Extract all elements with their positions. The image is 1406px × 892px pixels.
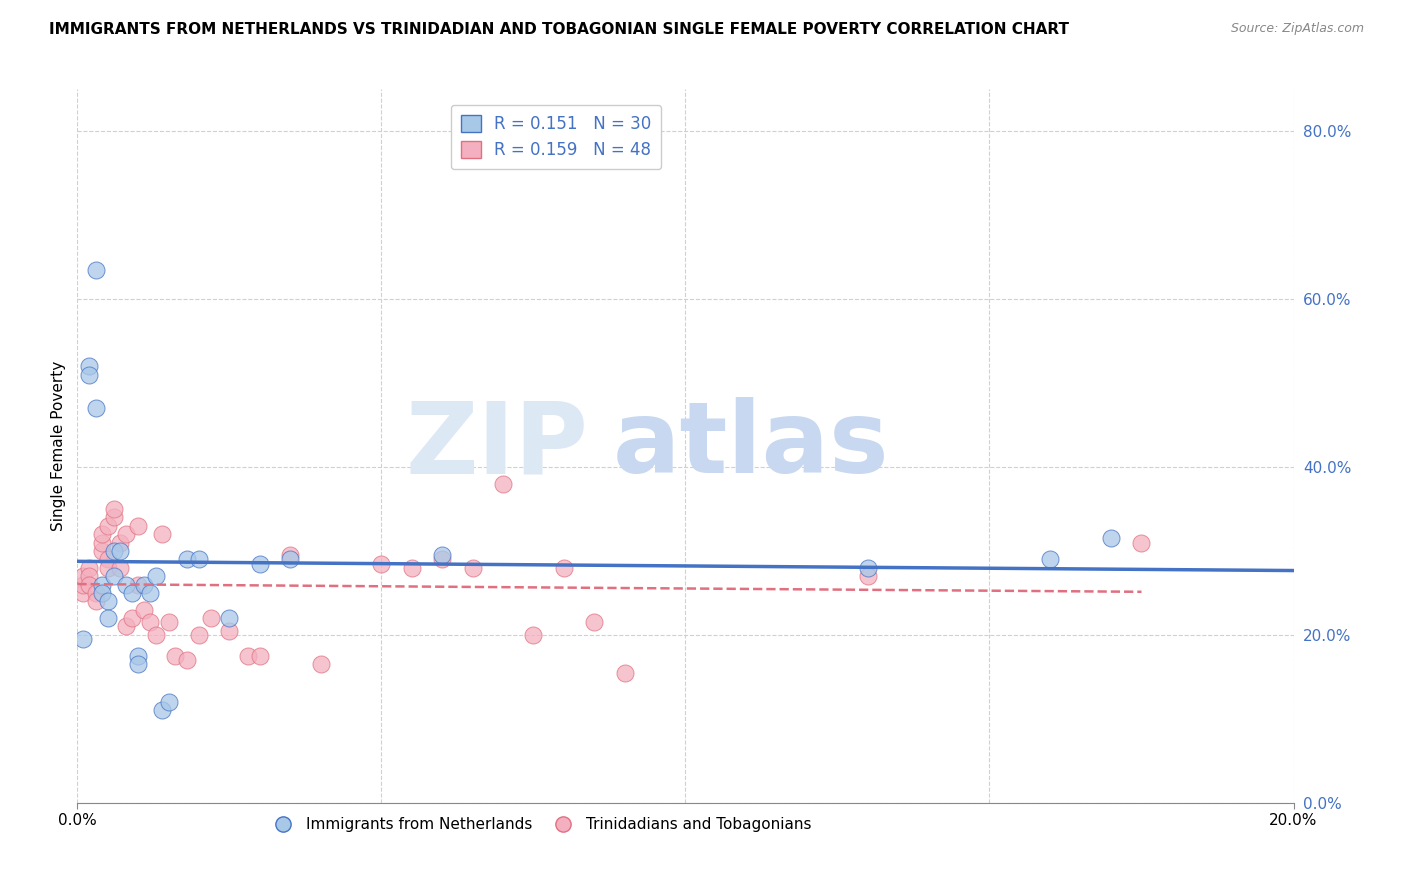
- Point: [613, 665, 636, 680]
- Point: [103, 544, 125, 558]
- Point: [103, 569, 125, 583]
- Point: [97, 552, 120, 566]
- Point: [145, 569, 167, 583]
- Point: [127, 577, 149, 591]
- Point: [152, 703, 174, 717]
- Point: [90, 577, 112, 591]
- Point: [370, 557, 392, 571]
- Point: [134, 603, 156, 617]
- Point: [127, 657, 149, 672]
- Point: [1099, 532, 1122, 546]
- Point: [90, 544, 112, 558]
- Point: [139, 586, 162, 600]
- Point: [90, 586, 112, 600]
- Point: [218, 624, 240, 638]
- Point: [188, 552, 211, 566]
- Point: [97, 594, 120, 608]
- Point: [108, 560, 131, 574]
- Point: [236, 648, 259, 663]
- Point: [176, 653, 198, 667]
- Legend: Immigrants from Netherlands, Trinidadians and Tobagonians: Immigrants from Netherlands, Trinidadian…: [262, 811, 817, 838]
- Point: [522, 628, 544, 642]
- Point: [309, 657, 332, 672]
- Point: [139, 615, 162, 630]
- Point: [1130, 535, 1153, 549]
- Y-axis label: Single Female Poverty: Single Female Poverty: [51, 361, 66, 531]
- Point: [188, 628, 211, 642]
- Point: [97, 611, 120, 625]
- Point: [856, 569, 879, 583]
- Point: [103, 510, 125, 524]
- Point: [157, 615, 180, 630]
- Point: [79, 577, 101, 591]
- Point: [84, 401, 107, 416]
- Point: [72, 577, 94, 591]
- Point: [430, 552, 453, 566]
- Point: [84, 594, 107, 608]
- Point: [492, 476, 515, 491]
- Point: [127, 648, 149, 663]
- Point: [90, 535, 112, 549]
- Point: [553, 560, 575, 574]
- Point: [115, 527, 138, 541]
- Point: [249, 557, 271, 571]
- Point: [134, 577, 156, 591]
- Point: [108, 535, 131, 549]
- Point: [200, 611, 222, 625]
- Point: [115, 577, 138, 591]
- Point: [249, 648, 271, 663]
- Text: IMMIGRANTS FROM NETHERLANDS VS TRINIDADIAN AND TOBAGONIAN SINGLE FEMALE POVERTY : IMMIGRANTS FROM NETHERLANDS VS TRINIDADI…: [49, 22, 1069, 37]
- Point: [152, 527, 174, 541]
- Point: [72, 569, 94, 583]
- Point: [583, 615, 606, 630]
- Point: [145, 628, 167, 642]
- Point: [90, 527, 112, 541]
- Text: ZIP: ZIP: [405, 398, 588, 494]
- Point: [461, 560, 484, 574]
- Point: [176, 552, 198, 566]
- Point: [121, 611, 143, 625]
- Point: [97, 560, 120, 574]
- Text: atlas: atlas: [613, 398, 889, 494]
- Point: [84, 586, 107, 600]
- Point: [127, 518, 149, 533]
- Point: [84, 262, 107, 277]
- Point: [79, 569, 101, 583]
- Point: [115, 619, 138, 633]
- Point: [79, 560, 101, 574]
- Point: [278, 552, 301, 566]
- Point: [108, 544, 131, 558]
- Point: [79, 359, 101, 374]
- Point: [430, 548, 453, 562]
- Point: [157, 695, 180, 709]
- Point: [72, 632, 94, 646]
- Point: [79, 368, 101, 382]
- Text: Source: ZipAtlas.com: Source: ZipAtlas.com: [1230, 22, 1364, 36]
- Point: [218, 611, 240, 625]
- Point: [856, 560, 879, 574]
- Point: [97, 518, 120, 533]
- Point: [103, 502, 125, 516]
- Point: [72, 586, 94, 600]
- Point: [401, 560, 423, 574]
- Point: [121, 586, 143, 600]
- Point: [163, 648, 186, 663]
- Point: [278, 548, 301, 562]
- Point: [1039, 552, 1062, 566]
